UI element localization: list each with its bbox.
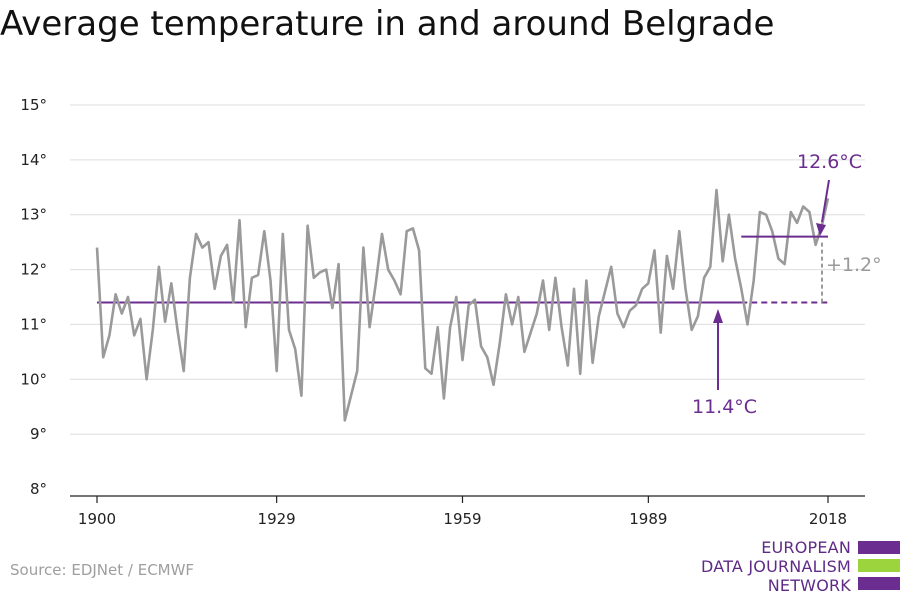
- y-tick-label: 8°: [30, 480, 47, 498]
- series-line-0: [95, 188, 830, 422]
- baseline-arrow-head: [713, 309, 723, 323]
- x-tick-label: 1900: [78, 510, 116, 528]
- y-tick-label: 12°: [20, 261, 47, 279]
- annotations: +1.2° 12.6°C 11.4°C: [692, 151, 882, 418]
- x-tick-label: 1959: [443, 510, 481, 528]
- source-note: Source: EDJNet / ECMWF: [10, 561, 195, 579]
- y-tick-label: 13°: [20, 206, 47, 224]
- x-axis: 1900 1929 1959 1989 2018: [70, 495, 865, 528]
- difference-label: +1.2°: [826, 254, 882, 276]
- logo-line-1: EUROPEAN: [761, 538, 851, 557]
- y-tick-label: 11°: [20, 315, 47, 333]
- grid-lines: [70, 104, 865, 435]
- x-tick-label: 1929: [258, 510, 296, 528]
- y-tick-label: 15°: [20, 96, 47, 114]
- logo-bar-purple-bottom: [858, 577, 900, 590]
- y-axis-ticks: 8° 9° 10° 11° 12° 13° 14° 15°: [20, 96, 47, 498]
- recent-arrow-shaft: [821, 179, 830, 223]
- recent-arrow-head: [816, 223, 826, 236]
- y-tick-label: 10°: [20, 370, 47, 388]
- logo-bar-purple-top: [858, 541, 900, 554]
- y-tick-label: 14°: [20, 151, 47, 169]
- x-tick-label: 1989: [629, 510, 667, 528]
- logo-line-2: DATA JOURNALISM: [701, 557, 851, 576]
- y-tick-label: 9°: [30, 425, 47, 443]
- logo-bar-green: [858, 559, 900, 572]
- logo-line-3: NETWORK: [767, 576, 851, 595]
- x-tick-label: 2018: [809, 510, 847, 528]
- recent-average-label: 12.6°C: [797, 151, 862, 173]
- series-layer: [95, 188, 830, 422]
- chart-title: Average temperature in and around Belgra…: [0, 4, 775, 44]
- baseline-average-label: 11.4°C: [692, 396, 757, 418]
- edjnet-logo: EUROPEAN DATA JOURNALISM NETWORK: [700, 530, 900, 600]
